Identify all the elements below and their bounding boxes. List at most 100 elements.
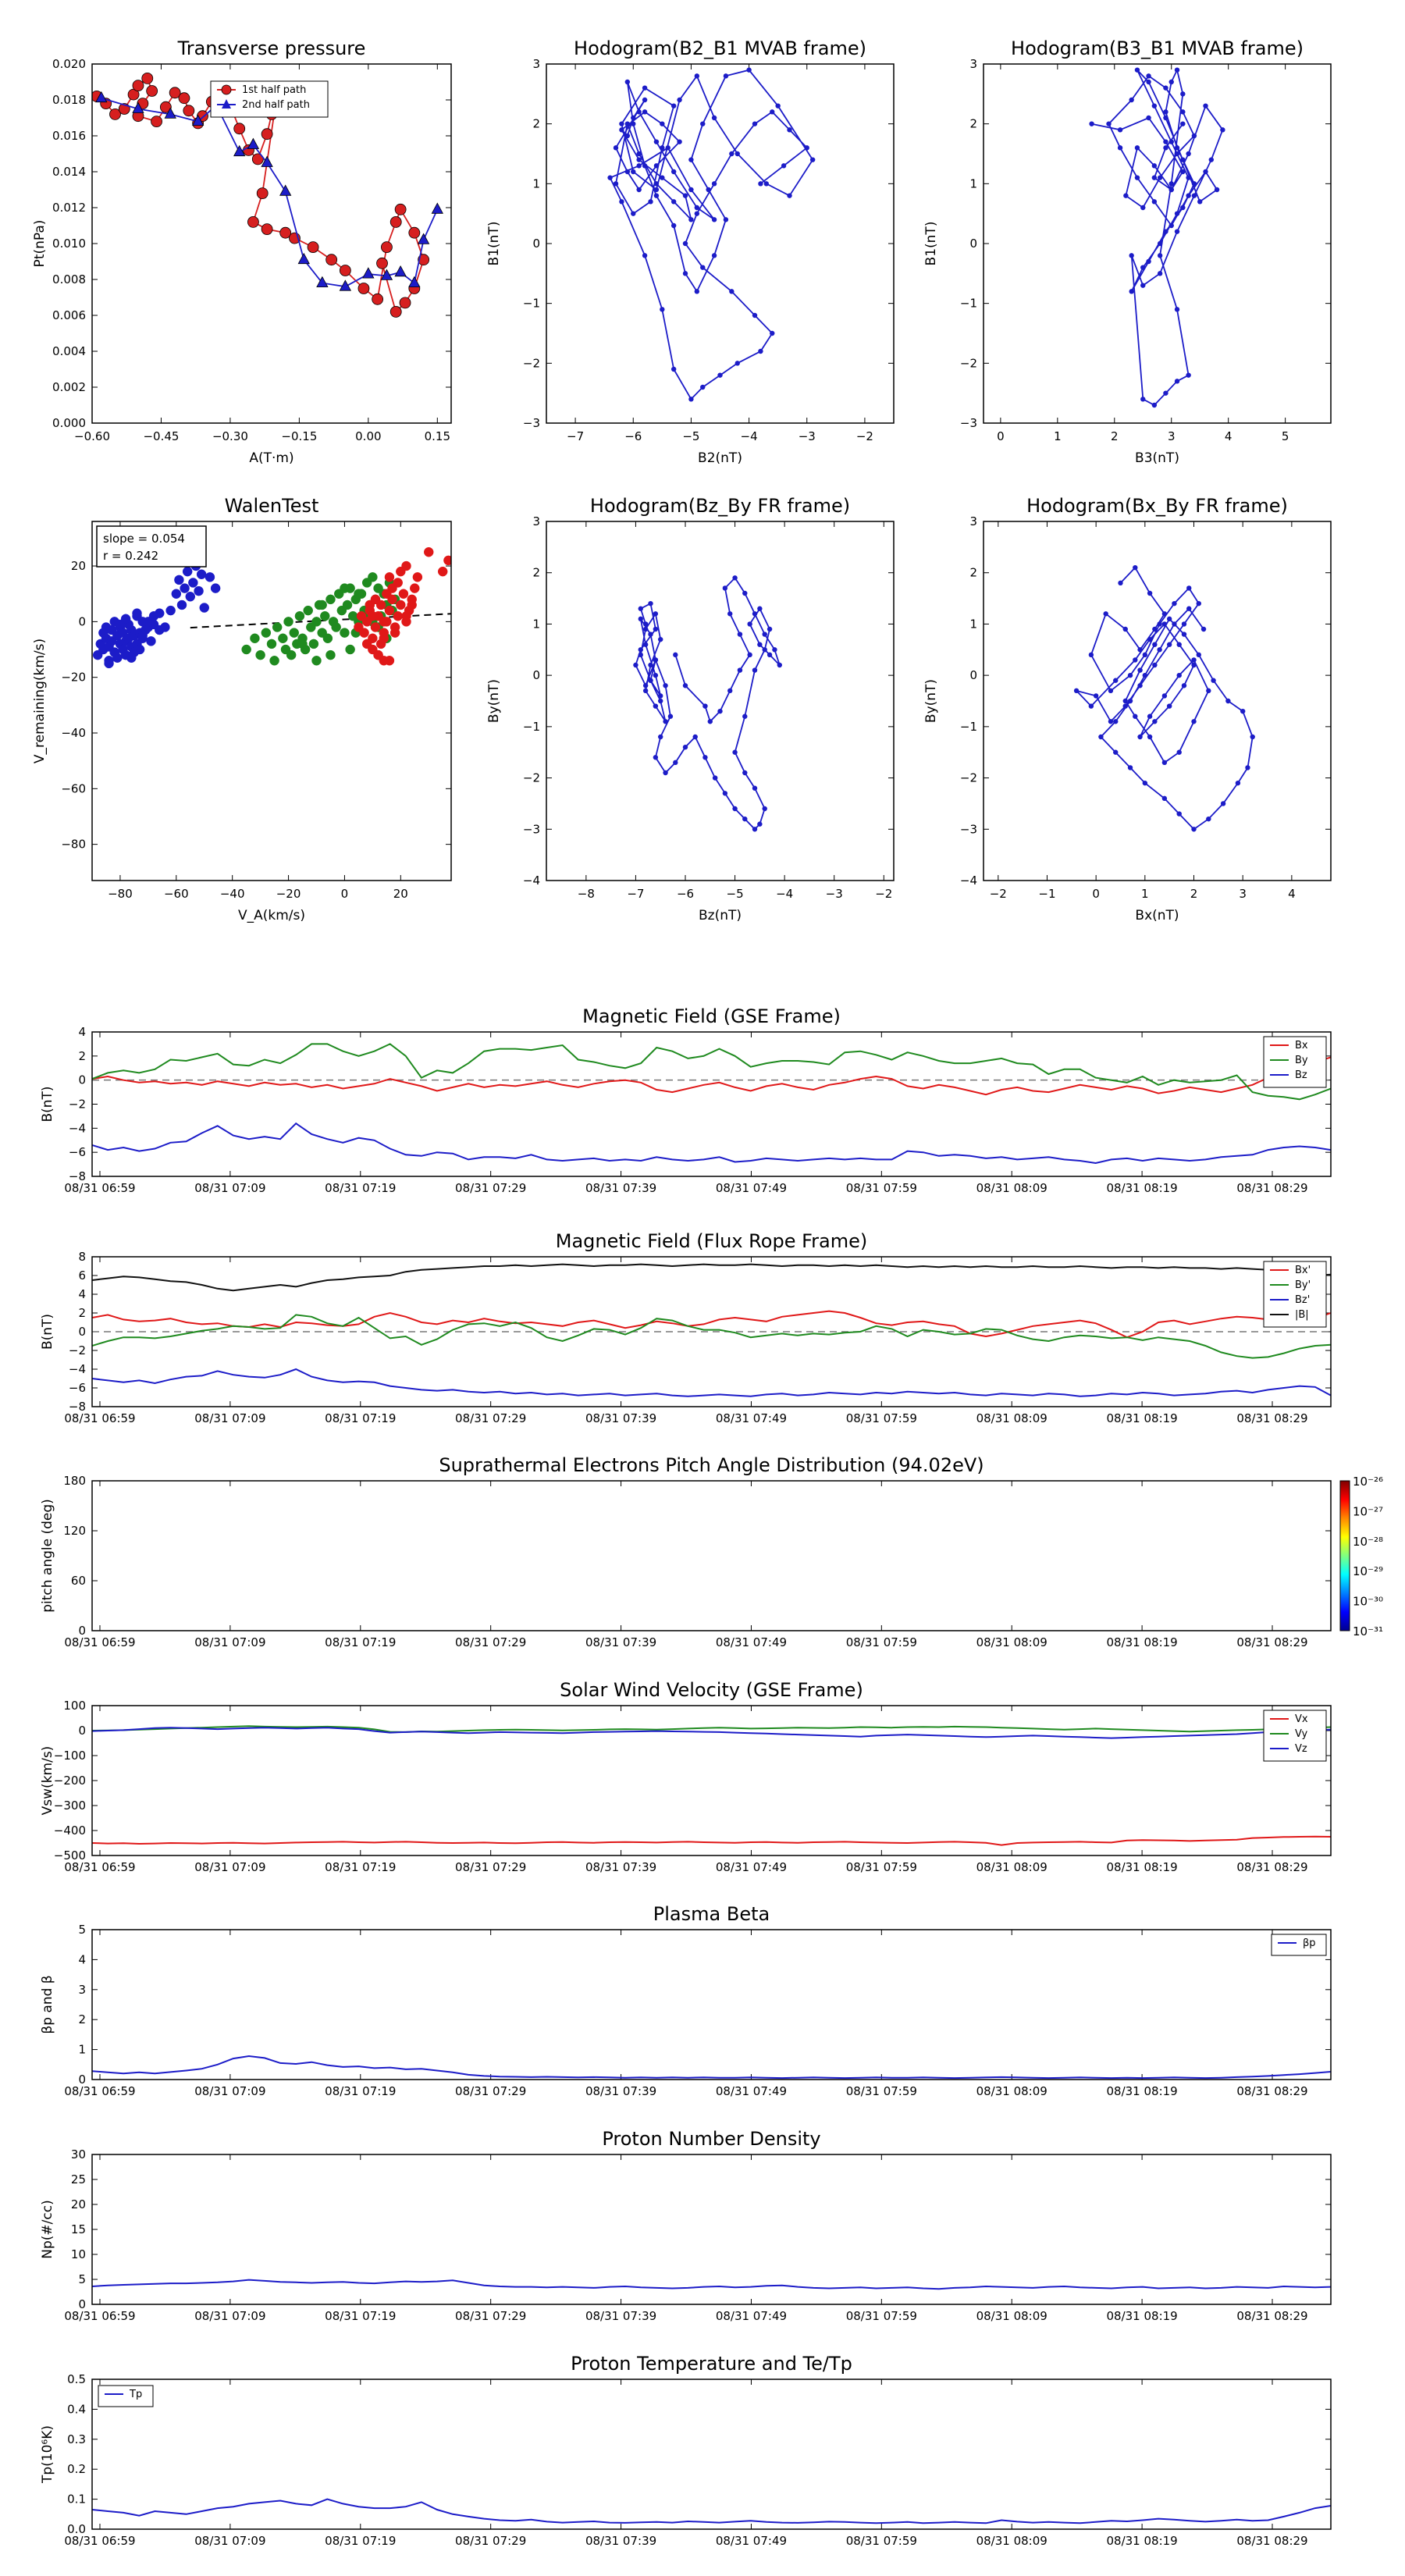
- chart-ts7: Proton Temperature and Te/TpTp(10⁶K)0.00…: [40, 2353, 1332, 2548]
- x-axis-label: A(T·m): [249, 450, 293, 466]
- data-point: [251, 153, 264, 165]
- y-tick-label: −3: [523, 416, 540, 430]
- data-point: [1163, 109, 1168, 115]
- data-point: [1180, 205, 1186, 211]
- data-point: [1157, 647, 1162, 653]
- x-tick-label: 08/31 08:29: [1236, 1635, 1307, 1649]
- x-tick-label: 0: [341, 887, 349, 901]
- y-tick-label: −3: [960, 416, 977, 430]
- data-point: [787, 127, 792, 133]
- y-tick-label: −8: [69, 1169, 86, 1183]
- data-point: [692, 734, 698, 740]
- x-tick-label: −5: [682, 429, 699, 443]
- legend: Bx By Bz: [1263, 1036, 1327, 1088]
- y-tick-label: 0.014: [52, 165, 86, 179]
- x-tick-label: −3: [799, 429, 816, 443]
- data-point: [631, 211, 636, 216]
- data-point: [362, 267, 375, 279]
- data-point: [233, 123, 246, 135]
- data-point: [762, 632, 767, 637]
- plot-area: [1073, 564, 1255, 832]
- y-tick-label: 0: [969, 668, 977, 682]
- data-point: [1127, 672, 1133, 678]
- data-point: [1129, 289, 1134, 294]
- x-tick-label: 1: [1054, 429, 1062, 443]
- data-point: [1133, 657, 1138, 663]
- y-tick-label: −80: [61, 838, 86, 852]
- x-tick-label: 08/31 07:29: [455, 2534, 526, 2548]
- y-tick-label: 2: [78, 2012, 86, 2026]
- data-point: [372, 293, 384, 305]
- x-tick-label: 08/31 08:09: [976, 2309, 1048, 2323]
- data-point: [636, 163, 642, 169]
- data-point: [1157, 240, 1163, 247]
- data-point: [762, 647, 767, 653]
- data-point: [653, 626, 659, 632]
- x-tick-label: −0.15: [281, 429, 317, 443]
- x-tick-label: 08/31 07:19: [325, 1411, 396, 1425]
- y-tick-label: 0.2: [67, 2462, 86, 2476]
- data-point: [723, 217, 729, 222]
- data-point: [1176, 642, 1182, 647]
- x-tick-label: 0.15: [425, 429, 450, 443]
- data-point: [636, 187, 642, 193]
- series-line: [92, 2279, 1331, 2290]
- data-point: [1191, 719, 1197, 724]
- data-point: [437, 566, 448, 577]
- data-point: [1140, 283, 1146, 288]
- data-point: [342, 600, 353, 610]
- data-point: [758, 181, 763, 187]
- data-point: [694, 73, 700, 79]
- data-point: [339, 279, 352, 291]
- data-point: [151, 116, 162, 128]
- legend-box: [1263, 1261, 1327, 1328]
- data-point: [1163, 229, 1168, 234]
- data-point: [1174, 307, 1180, 312]
- data-point: [1203, 103, 1208, 109]
- data-point: [146, 636, 156, 646]
- data-point: [1174, 145, 1180, 151]
- y-tick-label: −3: [960, 822, 977, 836]
- data-point: [688, 217, 694, 222]
- data-point: [141, 73, 154, 84]
- data-point: [379, 617, 389, 627]
- x-tick-label: 08/31 07:39: [585, 1635, 656, 1649]
- x-axis-label: V_A(km/s): [238, 908, 305, 923]
- data-point: [396, 600, 406, 610]
- data-point: [653, 657, 659, 663]
- x-tick-label: −2: [856, 429, 873, 443]
- data-point: [1157, 253, 1163, 258]
- x-tick-label: 08/31 06:59: [64, 2534, 135, 2548]
- y-tick-label: 0.018: [52, 93, 86, 107]
- y-tick-label: −4: [69, 1121, 86, 1135]
- legend: βp: [1271, 1934, 1327, 1956]
- x-tick-label: −1: [1038, 887, 1055, 901]
- x-tick-label: 08/31 07:49: [716, 2534, 787, 2548]
- series-line: [92, 1368, 1331, 1397]
- data-point: [1172, 600, 1177, 607]
- data-point: [134, 644, 145, 655]
- data-point: [777, 662, 782, 668]
- y-tick-label: −20: [61, 671, 86, 685]
- data-point: [308, 639, 319, 649]
- annotation: slope = 0.054 r = 0.242: [96, 525, 207, 568]
- x-tick-label: 08/31 08:09: [976, 2534, 1048, 2548]
- x-tick-label: 08/31 07:59: [846, 1635, 917, 1649]
- data-point: [660, 121, 665, 126]
- y-axis-label: Np(#/cc): [40, 2200, 55, 2258]
- data-point: [1174, 229, 1180, 234]
- data-point: [286, 649, 297, 660]
- data-point: [1151, 402, 1158, 408]
- data-point: [279, 226, 292, 239]
- data-point: [1151, 175, 1158, 180]
- x-tick-label: −3: [826, 887, 843, 901]
- data-point: [752, 121, 758, 126]
- data-point: [670, 169, 677, 175]
- data-point: [1157, 621, 1162, 627]
- data-point: [694, 211, 700, 216]
- data-point: [1137, 647, 1143, 653]
- data-point: [642, 688, 649, 694]
- y-tick-label: 30: [71, 2147, 86, 2161]
- chart-title: Magnetic Field (Flux Rope Frame): [556, 1230, 867, 1252]
- y-axis-label: B1(nT): [486, 222, 502, 266]
